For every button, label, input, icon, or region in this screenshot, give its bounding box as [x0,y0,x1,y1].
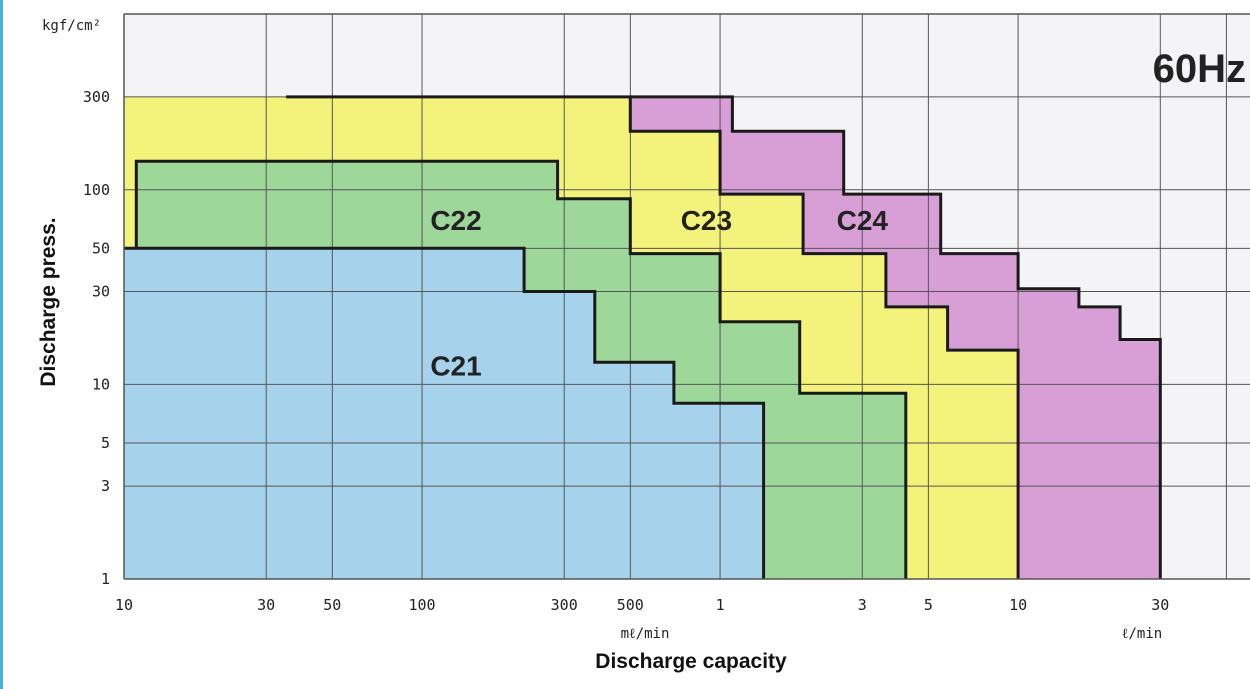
region-c22-label: C22 [430,205,481,236]
x-tick-label: 30 [257,596,275,614]
x-tick-label: 10 [115,596,133,614]
x-tick-label: 5 [924,596,933,614]
y-tick-label: 1 [101,570,110,588]
x-tick-label: 50 [323,596,341,614]
region-c21-label: C21 [430,351,481,382]
x-tick-label: 500 [617,596,644,614]
x-tick-label: 1 [716,596,725,614]
region-c24-label: C24 [837,205,889,236]
x-unit-left-label: mℓ/min [621,626,670,642]
region-c23-outline [286,95,1020,579]
x-axis-title: Discharge capacity [595,650,787,673]
region-c22-outline [134,159,908,579]
region-c21-fill [124,248,764,580]
left-edge-stripe [0,0,3,689]
y-tick-label: 300 [83,88,110,106]
y-tick-label: 50 [92,239,110,257]
y-tick-label: 3 [101,477,110,495]
x-tick-label: 3 [858,596,867,614]
chart-title: 60Hz [1153,47,1246,91]
y-axis-title: Discharge press. [37,217,60,386]
x-tick-label: 100 [408,596,435,614]
x-unit-right-label: ℓ/min [1122,626,1162,642]
x-tick-label: 300 [551,596,578,614]
x-tick-label: 30 [1151,596,1169,614]
region-layer [124,96,1161,580]
y-tick-labels: 1 3 5 10 30 50 100 300 [83,88,110,588]
region-c23-label: C23 [681,205,732,236]
region-outline-layer [124,95,1162,579]
region-c21-outline [124,246,766,579]
y-tick-label: 5 [101,434,110,452]
region-c24-outline [630,95,1162,579]
region-labels: C24 C23 C22 C21 [430,205,888,382]
y-unit-label: kgf/cm² [42,18,101,34]
x-tick-labels: 10 30 50 100 300 500 1 3 5 10 30 [115,596,1169,614]
y-tick-label: 10 [92,375,110,393]
y-tick-label: 30 [92,283,110,301]
y-tick-label: 100 [83,181,110,199]
x-tick-label: 10 [1009,596,1027,614]
